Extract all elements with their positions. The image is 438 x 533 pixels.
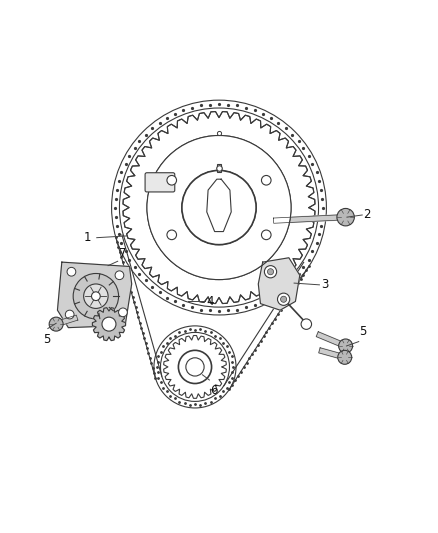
Polygon shape bbox=[319, 348, 346, 360]
Circle shape bbox=[339, 339, 353, 353]
Circle shape bbox=[67, 268, 76, 276]
Text: 7: 7 bbox=[119, 247, 126, 261]
Circle shape bbox=[92, 292, 100, 301]
Polygon shape bbox=[164, 335, 226, 398]
Circle shape bbox=[167, 230, 177, 240]
Circle shape bbox=[301, 319, 311, 329]
Circle shape bbox=[49, 317, 63, 331]
Circle shape bbox=[182, 171, 256, 245]
Circle shape bbox=[65, 310, 74, 319]
Polygon shape bbox=[258, 258, 300, 310]
Circle shape bbox=[182, 171, 256, 245]
Text: 1: 1 bbox=[84, 231, 92, 244]
Polygon shape bbox=[57, 262, 132, 328]
Circle shape bbox=[163, 335, 226, 398]
Circle shape bbox=[123, 111, 315, 304]
Text: 2: 2 bbox=[364, 208, 371, 222]
Polygon shape bbox=[55, 315, 78, 327]
Polygon shape bbox=[92, 308, 126, 341]
Circle shape bbox=[338, 350, 352, 364]
Circle shape bbox=[119, 308, 127, 317]
Circle shape bbox=[84, 284, 108, 309]
Polygon shape bbox=[316, 332, 346, 349]
Circle shape bbox=[265, 265, 277, 278]
Circle shape bbox=[178, 350, 212, 384]
Text: 5: 5 bbox=[43, 333, 50, 346]
Circle shape bbox=[115, 271, 124, 280]
FancyBboxPatch shape bbox=[145, 173, 175, 192]
Text: 3: 3 bbox=[321, 278, 328, 292]
Circle shape bbox=[268, 269, 274, 275]
FancyBboxPatch shape bbox=[217, 164, 221, 172]
Circle shape bbox=[147, 135, 291, 280]
Polygon shape bbox=[273, 215, 346, 223]
Text: 5: 5 bbox=[360, 325, 367, 338]
Circle shape bbox=[281, 296, 287, 302]
Circle shape bbox=[167, 175, 177, 185]
Circle shape bbox=[278, 293, 290, 305]
Text: 6: 6 bbox=[210, 384, 218, 397]
Circle shape bbox=[337, 208, 354, 226]
Circle shape bbox=[261, 230, 271, 240]
Circle shape bbox=[261, 175, 271, 185]
Text: 4: 4 bbox=[206, 295, 213, 308]
Circle shape bbox=[102, 317, 116, 331]
Polygon shape bbox=[123, 111, 315, 304]
Circle shape bbox=[73, 273, 119, 319]
Circle shape bbox=[147, 135, 291, 280]
Circle shape bbox=[186, 358, 204, 376]
